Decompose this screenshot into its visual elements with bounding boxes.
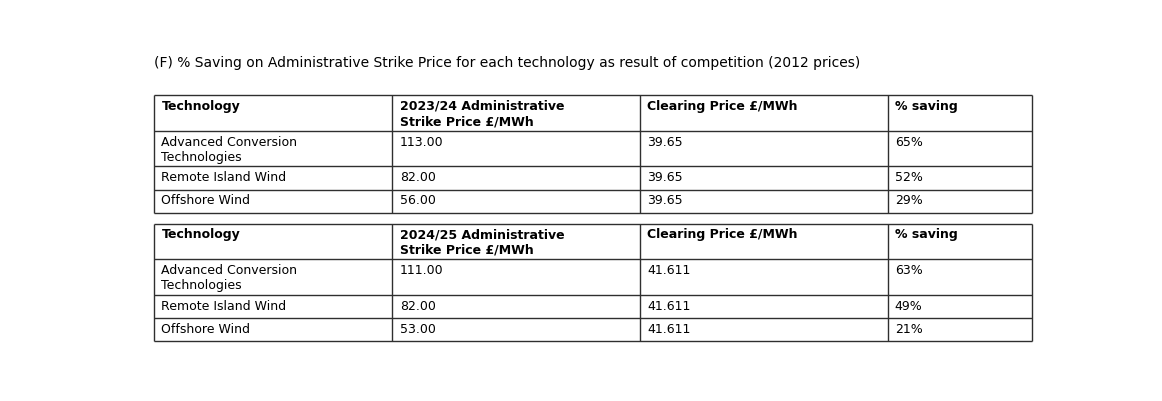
Text: Advanced Conversion
Technologies: Advanced Conversion Technologies	[162, 263, 297, 292]
Text: 82.00: 82.00	[400, 299, 436, 312]
Text: Remote Island Wind: Remote Island Wind	[162, 171, 287, 184]
Text: 2024/25 Administrative
Strike Price £/MWh: 2024/25 Administrative Strike Price £/MW…	[400, 228, 565, 256]
Text: 21%: 21%	[895, 322, 923, 335]
Text: 56.00: 56.00	[400, 194, 436, 207]
Text: 63%: 63%	[895, 263, 923, 276]
Text: 39.65: 39.65	[647, 135, 683, 148]
Text: Remote Island Wind: Remote Island Wind	[162, 299, 287, 312]
Text: Offshore Wind: Offshore Wind	[162, 194, 251, 207]
Text: (F) % Saving on Administrative Strike Price for each technology as result of com: (F) % Saving on Administrative Strike Pr…	[155, 56, 861, 70]
Text: 52%: 52%	[895, 171, 923, 184]
Text: Offshore Wind: Offshore Wind	[162, 322, 251, 335]
Text: Technology: Technology	[162, 100, 241, 113]
Text: 41.611: 41.611	[647, 322, 690, 335]
Text: 41.611: 41.611	[647, 263, 690, 276]
Text: 53.00: 53.00	[400, 322, 436, 335]
Text: 29%: 29%	[895, 194, 923, 207]
Text: 41.611: 41.611	[647, 299, 690, 312]
Text: Clearing Price £/MWh: Clearing Price £/MWh	[647, 100, 797, 113]
Text: Clearing Price £/MWh: Clearing Price £/MWh	[647, 228, 797, 241]
Text: 49%: 49%	[895, 299, 923, 312]
Text: % saving: % saving	[895, 228, 957, 241]
Text: 82.00: 82.00	[400, 171, 436, 184]
Text: 2023/24 Administrative
Strike Price £/MWh: 2023/24 Administrative Strike Price £/MW…	[400, 100, 564, 128]
Text: 113.00: 113.00	[400, 135, 443, 148]
Text: 65%: 65%	[895, 135, 923, 148]
Text: 111.00: 111.00	[400, 263, 443, 276]
Text: Technology: Technology	[162, 228, 241, 241]
Text: 39.65: 39.65	[647, 171, 683, 184]
Text: 39.65: 39.65	[647, 194, 683, 207]
Text: % saving: % saving	[895, 100, 957, 113]
Text: Advanced Conversion
Technologies: Advanced Conversion Technologies	[162, 135, 297, 164]
